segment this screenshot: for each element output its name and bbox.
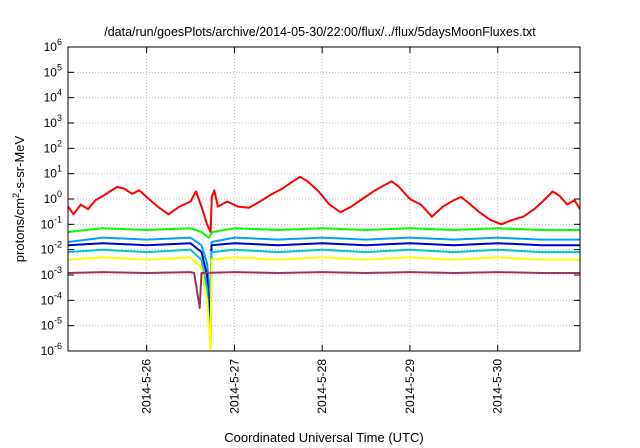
axis-ticks <box>68 46 580 352</box>
chart-title: /data/run/goesPlots/archive/2014-05-30/2… <box>104 25 536 39</box>
y-tick-label: 10-4 <box>41 290 62 307</box>
x-tick-labels: 2014-5-26 2014-5-27 2014-5-28 2014-5-29 2014… <box>140 359 505 414</box>
series-line-7 <box>68 271 580 309</box>
y-tick-base: 10 <box>41 344 55 358</box>
y-tick-exp: -6 <box>54 341 62 351</box>
y-tick-base: 10 <box>41 217 55 231</box>
y-tick-exp: 1 <box>57 164 62 174</box>
y-tick-label: 103 <box>44 113 62 130</box>
x-tick-label: 2014-5-27 <box>227 359 241 414</box>
series-line-5 <box>68 248 580 351</box>
y-tick-base: 10 <box>44 141 58 155</box>
y-axis-label-sup: 2 <box>11 193 21 198</box>
y-tick-label: 10-5 <box>41 316 62 333</box>
y-tick-exp: 4 <box>57 88 62 98</box>
y-tick-exp: 5 <box>57 62 62 72</box>
y-axis-label: protons/cm2-s-sr-MeV <box>11 135 27 262</box>
y-tick-label: 10-6 <box>41 341 62 358</box>
series-line-1 <box>68 175 580 233</box>
y-axis-label-post: -s-sr-MeV <box>12 135 27 192</box>
y-tick-label: 101 <box>44 164 62 181</box>
y-tick-base: 10 <box>44 40 58 54</box>
y-tick-exp: -4 <box>54 290 62 300</box>
y-axis-label-pre: protons/cm <box>12 198 27 262</box>
y-tick-exp: -2 <box>54 240 62 250</box>
y-tick-labels: 10610510410310210110010-110-210-310-410-… <box>41 37 62 358</box>
series-layer <box>68 175 580 351</box>
y-tick-exp: -3 <box>54 265 62 275</box>
y-tick-base: 10 <box>44 192 58 206</box>
x-tick-label: 2014-5-28 <box>315 359 329 414</box>
series-line-3 <box>68 236 580 302</box>
series-line-6 <box>68 256 580 351</box>
series-line-4 <box>68 242 580 327</box>
y-tick-exp: -5 <box>54 316 62 326</box>
y-tick-exp: -1 <box>54 214 62 224</box>
grid-lines <box>68 47 580 351</box>
y-tick-base: 10 <box>41 293 55 307</box>
y-tick-exp: 6 <box>57 37 62 47</box>
y-tick-label: 106 <box>44 37 62 54</box>
y-tick-base: 10 <box>41 243 55 257</box>
y-tick-label: 10-2 <box>41 240 62 257</box>
x-tick-label: 2014-5-29 <box>403 359 417 414</box>
y-tick-label: 10-3 <box>41 265 62 282</box>
x-tick-label: 2014-5-30 <box>491 359 505 414</box>
y-tick-label: 104 <box>44 88 62 105</box>
y-tick-base: 10 <box>44 116 58 130</box>
y-tick-base: 10 <box>41 319 55 333</box>
y-tick-label: 10-1 <box>41 214 62 231</box>
y-tick-exp: 0 <box>57 189 62 199</box>
y-tick-base: 10 <box>44 91 58 105</box>
y-tick-label: 100 <box>44 189 62 206</box>
x-tick-label: 2014-5-26 <box>140 359 154 414</box>
y-tick-exp: 2 <box>57 138 62 148</box>
y-tick-exp: 3 <box>57 113 62 123</box>
y-tick-label: 102 <box>44 138 62 155</box>
x-axis-label: Coordinated Universal Time (UTC) <box>224 430 423 445</box>
y-tick-base: 10 <box>44 167 58 181</box>
y-tick-base: 10 <box>44 65 58 79</box>
series-line-2 <box>68 227 580 239</box>
y-tick-label: 105 <box>44 62 62 79</box>
y-tick-base: 10 <box>41 268 55 282</box>
